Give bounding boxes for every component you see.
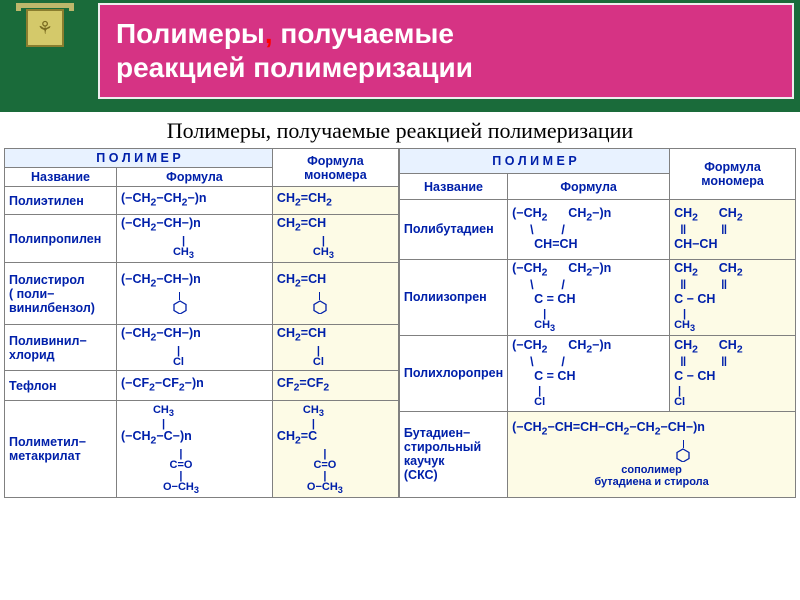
polymer-formula: (−CH2 CH2−)n\ /C = CH|Cl xyxy=(508,335,670,411)
title-panel: Полимеры, получаемые реакцией полимериза… xyxy=(98,3,794,99)
title-line-2: реакцией полимеризации xyxy=(116,51,776,85)
table-row: Полипропилен (−CH2−CH−)n|CH3 CH2=CH|CH3 xyxy=(5,215,399,263)
polymer-name: Полиэтилен xyxy=(5,187,117,215)
monomer-formula: CH2=CH2 xyxy=(272,187,398,215)
title-comma: , xyxy=(265,18,273,49)
monomer-formula: CH2=CH|Cl xyxy=(272,325,398,371)
monomer-formula: CH2 CH2‖ ‖CH−CH xyxy=(670,199,796,259)
polymer-name: Полибутадиен xyxy=(399,199,507,259)
title-line-1: Полимеры, получаемые xyxy=(116,17,776,51)
table-row: Полихлоропрен (−CH2 CH2−)n\ /C = CH|Cl C… xyxy=(399,335,795,411)
polymer-name: Полистирол( поли−винилбензол) xyxy=(5,263,117,325)
monomer-formula: CF2=CF2 xyxy=(272,371,398,401)
polymer-formula-merged: (−CH2−CH=CH−CH2−CH2−CH−)nсополимербутади… xyxy=(508,411,796,497)
title-word-1: Полимеры xyxy=(116,18,265,49)
header-monomer: Формуламономера xyxy=(272,149,398,187)
polymer-name: Полиизопрен xyxy=(399,259,507,335)
polymer-formula: (−CH2−CH−)n|Cl xyxy=(116,325,272,371)
polymer-name: Полипропилен xyxy=(5,215,117,263)
polymer-formula: (−CH2−CH2−)n xyxy=(116,187,272,215)
header-name: Название xyxy=(5,168,117,187)
header-polymer: П О Л И М Е Р xyxy=(5,149,273,168)
table-row: Полиметил−метакрилат CH3|(−CH2−C−)n|C=O|… xyxy=(5,401,399,498)
left-polymer-table: П О Л И М Е Р Формуламономера Название Ф… xyxy=(4,148,399,498)
monomer-formula: CH2=CH xyxy=(272,263,398,325)
monomer-formula: CH2 CH2‖ ‖C − CH|Cl xyxy=(670,335,796,411)
polymer-formula: (−CH2−CH−)n|CH3 xyxy=(116,215,272,263)
header-name: Название xyxy=(399,174,507,200)
polymer-formula: (−CF2−CF2−)n xyxy=(116,371,272,401)
table-row: Бутадиен−стирольныйкаучук(СКС) (−CH2−CH=… xyxy=(399,411,795,497)
monomer-formula: CH3|CH2=C|C=O|O−CH3 xyxy=(272,401,398,498)
tables-container: П О Л И М Е Р Формуламономера Название Ф… xyxy=(0,148,800,498)
right-polymer-table: П О Л И М Е Р Формуламономера Название Ф… xyxy=(399,148,796,498)
header-formula: Формула xyxy=(508,174,670,200)
table-row: Полистирол( поли−винилбензол) (−CH2−CH−)… xyxy=(5,263,399,325)
polymer-formula: (−CH2−CH−)n xyxy=(116,263,272,325)
polymer-name: Поливинил−хлорид xyxy=(5,325,117,371)
header-monomer: Формуламономера xyxy=(670,149,796,200)
polymer-formula: (−CH2 CH2−)n\ /C = CH|CH3 xyxy=(508,259,670,335)
monomer-formula: CH2=CH|CH3 xyxy=(272,215,398,263)
header-polymer: П О Л И М Е Р xyxy=(399,149,669,174)
title-word-2: получаемые xyxy=(273,18,454,49)
polymer-name: Тефлон xyxy=(5,371,117,401)
polymer-name: Полиметил−метакрилат xyxy=(5,401,117,498)
slide-header-frame: ⚘ Полимеры, получаемые реакцией полимери… xyxy=(0,0,800,112)
table-row: Поливинил−хлорид (−CH2−CH−)n|Cl CH2=CH|C… xyxy=(5,325,399,371)
table-row: Полиизопрен (−CH2 CH2−)n\ /C = CH|CH3 CH… xyxy=(399,259,795,335)
table-row: Полибутадиен (−CH2 CH2−)n\ /CH=CH CH2 CH… xyxy=(399,199,795,259)
decorative-icon-block: ⚘ xyxy=(6,3,84,47)
polymer-name: Полихлоропрен xyxy=(399,335,507,411)
table-subtitle: Полимеры, получаемые реакцией полимериза… xyxy=(0,112,800,148)
table-row: Полиэтилен (−CH2−CH2−)n CH2=CH2 xyxy=(5,187,399,215)
decorative-icon: ⚘ xyxy=(26,9,64,47)
header-formula: Формула xyxy=(116,168,272,187)
table-row: Тефлон (−CF2−CF2−)n CF2=CF2 xyxy=(5,371,399,401)
monomer-formula: CH2 CH2‖ ‖C − CH|CH3 xyxy=(670,259,796,335)
polymer-formula: CH3|(−CH2−C−)n|C=O|O−CH3 xyxy=(116,401,272,498)
polymer-name: Бутадиен−стирольныйкаучук(СКС) xyxy=(399,411,507,497)
polymer-formula: (−CH2 CH2−)n\ /CH=CH xyxy=(508,199,670,259)
